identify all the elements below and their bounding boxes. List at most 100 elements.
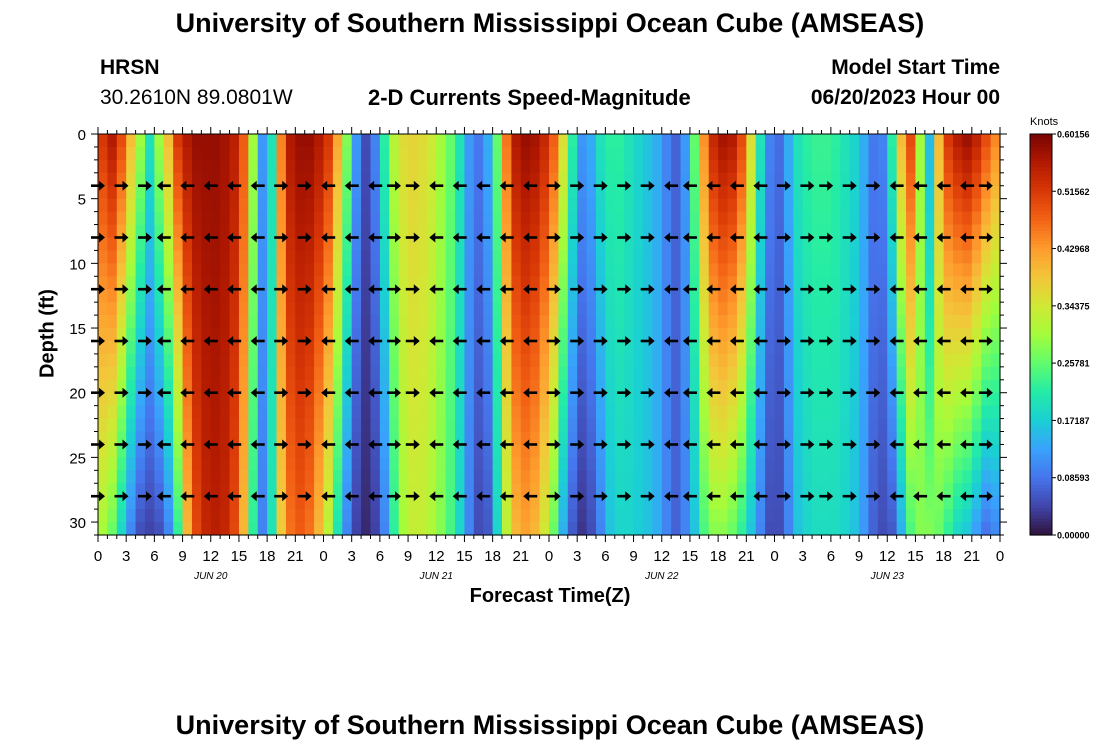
- heatmap-cell: [379, 379, 390, 394]
- heatmap-cell: [267, 315, 278, 329]
- heatmap-cell: [135, 366, 146, 381]
- heatmap-cell: [934, 250, 945, 264]
- heatmap-cell: [464, 302, 475, 316]
- heatmap-cell: [511, 340, 522, 355]
- colorbar-swatch: [1030, 381, 1052, 386]
- current-arrow: [640, 491, 655, 502]
- heatmap-cell: [755, 134, 766, 148]
- heatmap-cell: [314, 379, 325, 394]
- heatmap-cell: [116, 405, 127, 420]
- colorbar-swatch: [1030, 147, 1052, 152]
- arrow-head: [429, 336, 436, 346]
- heatmap-cell: [971, 418, 982, 433]
- heatmap-cell: [361, 172, 372, 187]
- heatmap-cell: [708, 237, 719, 252]
- heatmap-cell: [220, 444, 231, 458]
- heatmap-cell: [276, 509, 287, 523]
- heatmap-cell: [633, 250, 644, 264]
- heatmap-cell: [201, 159, 212, 174]
- heatmap-cell: [802, 366, 813, 381]
- heatmap-cell: [389, 159, 400, 174]
- heatmap-cell: [398, 522, 409, 536]
- x-tick-label: 6: [827, 548, 835, 565]
- heatmap-cell: [774, 328, 785, 342]
- heatmap-cell: [736, 457, 747, 471]
- heatmap-cell: [135, 237, 146, 252]
- heatmap-cell: [727, 353, 738, 368]
- heatmap-cell: [530, 483, 541, 497]
- heatmap-cell: [877, 470, 888, 484]
- arrow-head: [146, 491, 152, 502]
- heatmap-cell: [774, 418, 785, 433]
- heatmap-cell: [332, 444, 343, 458]
- heatmap-cell: [605, 496, 616, 510]
- heatmap-cell: [304, 302, 315, 316]
- heatmap-cell: [830, 470, 841, 484]
- heatmap-cell: [248, 353, 259, 368]
- heatmap-cell: [408, 263, 419, 277]
- heatmap-cell: [793, 159, 804, 174]
- heatmap-cell: [154, 431, 165, 446]
- heatmap-cell: [661, 509, 672, 523]
- heatmap-cell: [107, 392, 118, 407]
- heatmap-cell: [229, 444, 240, 458]
- heatmap-cell: [859, 211, 870, 226]
- heatmap-cell: [990, 366, 1001, 381]
- arrow-head: [729, 232, 736, 243]
- heatmap-cell: [154, 211, 165, 226]
- heatmap-cell: [981, 302, 992, 316]
- heatmap-cell: [943, 457, 954, 471]
- heatmap-cell: [389, 328, 400, 342]
- heatmap-cell: [624, 470, 635, 484]
- heatmap-cell: [577, 379, 588, 394]
- heatmap-cell: [436, 522, 447, 536]
- heatmap-cell: [323, 405, 334, 420]
- heatmap-cell: [661, 444, 672, 458]
- heatmap-cell: [332, 328, 343, 342]
- heatmap-cell: [887, 379, 898, 394]
- arrow-head: [889, 336, 896, 346]
- heatmap-cell: [361, 134, 372, 148]
- heatmap-cell: [793, 146, 804, 161]
- heatmap-cell: [849, 353, 860, 368]
- heatmap-cell: [295, 289, 306, 303]
- heatmap-cell: [661, 263, 672, 277]
- current-arrow: [387, 439, 401, 450]
- heatmap-cell: [755, 172, 766, 187]
- heatmap-cell: [351, 172, 362, 187]
- heatmap-cell: [595, 379, 606, 394]
- heatmap-cell: [455, 470, 466, 484]
- heatmap-cell: [220, 379, 231, 394]
- colorbar-swatch: [1030, 177, 1052, 182]
- heatmap-cell: [718, 315, 729, 329]
- current-arrow: [156, 439, 171, 450]
- heatmap-cell: [173, 237, 184, 252]
- heatmap-cell: [887, 198, 898, 213]
- heatmap-cell: [765, 276, 776, 290]
- heatmap-cell: [746, 134, 757, 148]
- heatmap-cell: [220, 302, 231, 316]
- heatmap-cell: [229, 509, 240, 523]
- current-arrow: [546, 232, 561, 243]
- heatmap-cell: [774, 302, 785, 316]
- heatmap-cell: [426, 405, 437, 420]
- heatmap-cell: [408, 289, 419, 303]
- arrow-head: [227, 439, 234, 450]
- heatmap-cell: [981, 134, 992, 148]
- heatmap-cell: [746, 509, 757, 523]
- heatmap-cell: [502, 159, 513, 174]
- heatmap-cell: [877, 237, 888, 252]
- heatmap-cell: [605, 185, 616, 200]
- colorbar-swatch: [1030, 377, 1052, 382]
- current-arrow: [114, 336, 129, 346]
- heatmap-cell: [727, 379, 738, 394]
- colorbar-swatch: [1030, 364, 1052, 369]
- current-arrow: [729, 491, 744, 502]
- current-arrow: [570, 491, 585, 502]
- heatmap-cell: [849, 379, 860, 394]
- heatmap-cell: [877, 340, 888, 355]
- heatmap-cell: [971, 328, 982, 342]
- heatmap-cell: [567, 185, 578, 200]
- heatmap-cell: [736, 172, 747, 187]
- heatmap-cell: [144, 237, 155, 252]
